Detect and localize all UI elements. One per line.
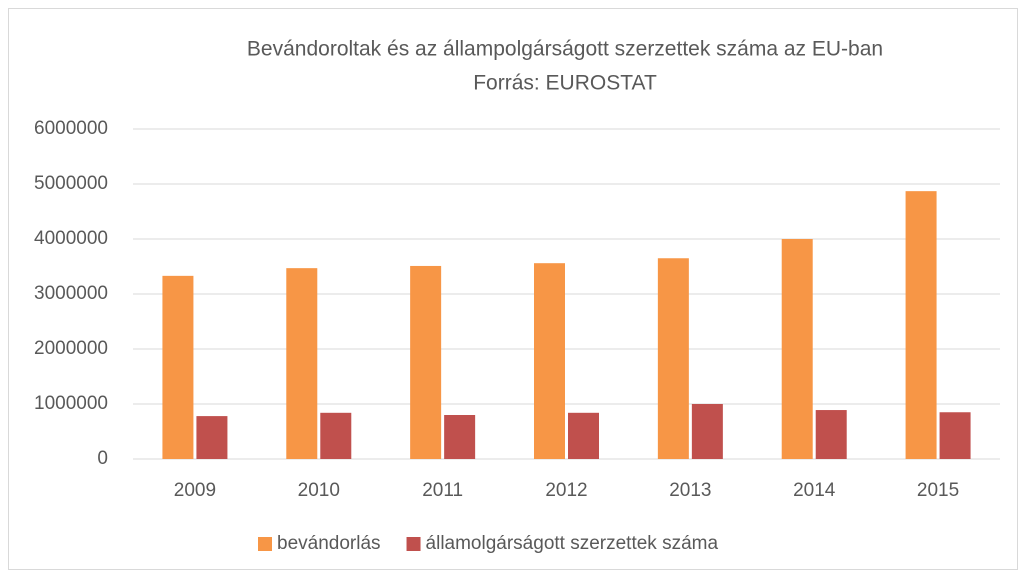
x-tick-label: 2013 [669, 480, 711, 501]
x-tick-label: 2012 [545, 480, 587, 501]
legend-swatch [406, 537, 421, 551]
bar [286, 268, 318, 459]
legend-swatch [258, 537, 272, 551]
x-tick-label: 2015 [917, 480, 959, 501]
bar [905, 191, 937, 459]
bar [568, 412, 599, 459]
bar [320, 412, 352, 459]
y-tick-label: 4000000 [34, 228, 108, 249]
bar [815, 410, 847, 459]
bar [781, 239, 813, 459]
bar [444, 415, 476, 459]
y-tick-label: 6000000 [34, 118, 108, 139]
chart-subtitle: Forrás: EUROSTAT [473, 72, 657, 95]
bar [939, 412, 971, 459]
chart-title: Bevándoroltak és az állampolgárságott sz… [247, 38, 883, 61]
bar [410, 265, 442, 459]
x-tick-label: 2009 [174, 480, 216, 501]
y-tick-label: 5000000 [34, 173, 108, 194]
bar [691, 404, 723, 459]
y-tick-label: 3000000 [34, 283, 108, 304]
y-tick-label: 2000000 [34, 338, 108, 359]
y-tick-label: 0 [97, 448, 108, 469]
bar [196, 416, 228, 459]
y-tick-label: 1000000 [34, 393, 108, 414]
x-tick-label: 2010 [298, 480, 340, 501]
legend-label: bevándorlás [277, 533, 381, 554]
bar [534, 263, 565, 459]
x-tick-label: 2014 [793, 480, 836, 501]
legend-label: államolgárságott szerzettek száma [426, 533, 719, 554]
bar [162, 275, 194, 459]
x-tick-label: 2011 [422, 480, 463, 501]
bar [657, 258, 689, 459]
